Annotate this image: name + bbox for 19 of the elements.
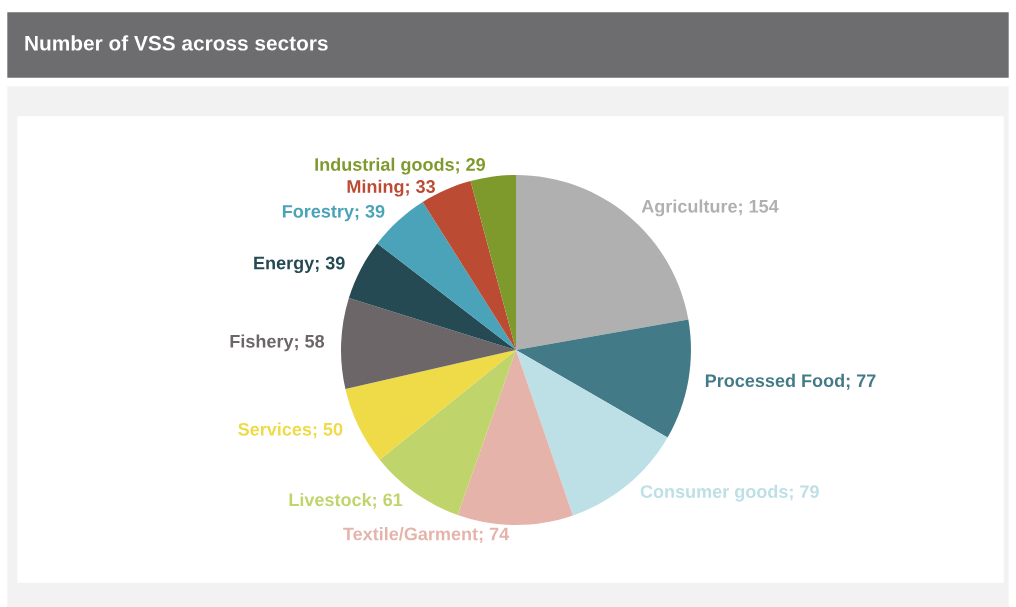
- pie-slice: [457, 350, 573, 525]
- slice-label: Energy; 39: [254, 256, 345, 274]
- chart-title: Number of VSS across sectors: [25, 35, 328, 51]
- pie-slice: [470, 175, 516, 350]
- pie-slice: [341, 298, 516, 389]
- pie-slice: [348, 243, 516, 350]
- slice-label: Mining; 33: [347, 179, 435, 197]
- slice-label: Processed Food; 77: [705, 373, 876, 390]
- slice-label: Consumer goods; 79: [640, 484, 819, 502]
- pie-slice: [345, 350, 516, 460]
- slice-label: Agriculture; 154: [641, 199, 779, 217]
- slice-label: Textile/Garment; 74: [343, 527, 510, 543]
- slice-label: Forestry; 39: [282, 204, 385, 222]
- slice-label: Services; 50: [238, 422, 343, 439]
- slice-label: Industrial goods; 29: [315, 157, 486, 175]
- slice-label: Livestock; 61: [289, 492, 403, 509]
- pie-slice: [516, 319, 691, 438]
- pie-slice: [379, 350, 516, 515]
- slice-label: Fishery; 58: [230, 334, 325, 352]
